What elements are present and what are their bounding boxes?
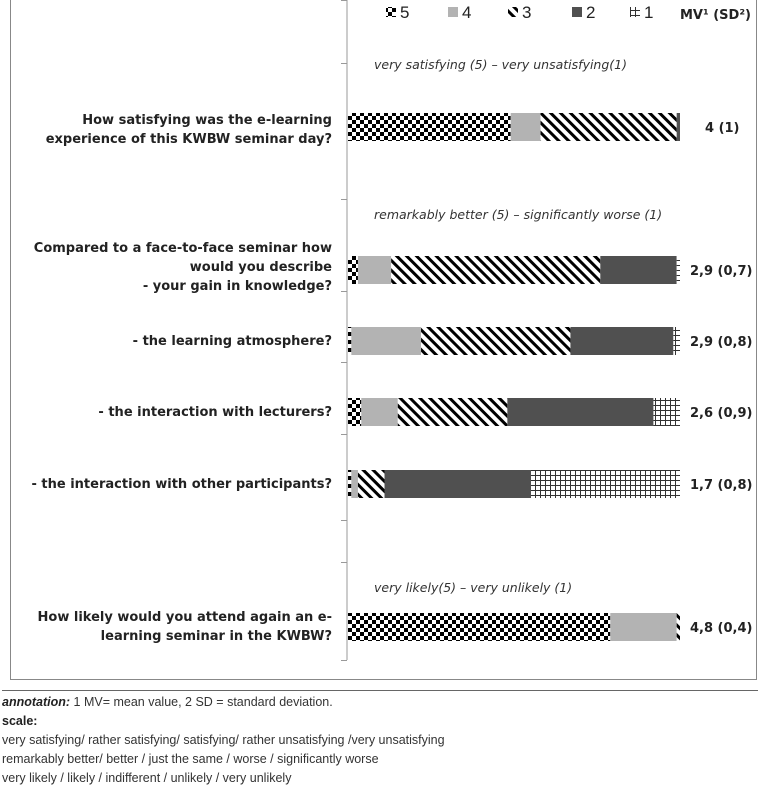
chart-frame bbox=[10, 0, 757, 680]
scale-label: very satisfying (5) – very unsatisfying(… bbox=[374, 57, 627, 72]
bar-segment-4 bbox=[361, 398, 398, 426]
mean-value-label: 4,8 (0,4) bbox=[690, 621, 752, 636]
mean-value-label: 4 (1) bbox=[705, 121, 740, 136]
annotation-label: annotation: bbox=[2, 695, 71, 709]
legend-swatch-3 bbox=[508, 7, 518, 17]
bar-row: - the learning atmosphere? 2,9 (0,8) bbox=[133, 327, 752, 355]
stacked-bar-chart: 5 4 3 2 1 MV¹ (SD²) very satisfying (5) – ver… bbox=[31, 0, 752, 661]
question-label: Compared to a face-to-face seminar how bbox=[34, 241, 332, 256]
scale-line: remarkably better/ better / just the sam… bbox=[2, 752, 379, 766]
bar-row: - the interaction with lecturers? 2,6 (0,… bbox=[98, 398, 752, 426]
legend-swatch-5 bbox=[386, 7, 396, 17]
scale-label: very likely(5) – very unlikely (1) bbox=[374, 580, 572, 595]
legend-swatch-4 bbox=[448, 7, 458, 17]
scale-label: scale: bbox=[2, 714, 38, 728]
bar-segment-1 bbox=[673, 327, 680, 355]
bar-segment-4 bbox=[357, 256, 392, 284]
scale-label: remarkably better (5) – significantly wo… bbox=[374, 207, 662, 222]
mean-value-label: 1,7 (0,8) bbox=[690, 478, 752, 493]
bar-segment-5 bbox=[348, 398, 362, 426]
bar-segment-5 bbox=[348, 327, 352, 355]
bar-row: How likely would you attend again an e-l… bbox=[38, 610, 753, 644]
bar-segment-5 bbox=[348, 113, 511, 141]
annotation-line: annotation: 1 MV= mean value, 2 SD = sta… bbox=[2, 693, 445, 712]
legend-label-3: 3 bbox=[522, 3, 531, 22]
bar-segment-2 bbox=[507, 398, 654, 426]
question-label: learning seminar in the KWBW? bbox=[101, 629, 332, 644]
mean-value-label: 2,9 (0,7) bbox=[690, 264, 752, 279]
bar-segment-2 bbox=[570, 327, 674, 355]
question-label: - the learning atmosphere? bbox=[133, 334, 332, 349]
legend-swatch-2 bbox=[572, 7, 582, 17]
legend-label-5: 5 bbox=[400, 3, 409, 22]
scale-line: very likely / likely / indifferent / unl… bbox=[2, 771, 292, 785]
question-label: - the interaction with other participant… bbox=[31, 477, 332, 492]
bar-segment-3 bbox=[397, 398, 508, 426]
legend-label-2: 2 bbox=[586, 3, 595, 22]
bar-segment-1 bbox=[530, 470, 680, 498]
legend-label-1: 1 bbox=[644, 3, 653, 22]
bar-segment-2 bbox=[384, 470, 531, 498]
question-label: experience of this KWBW seminar day? bbox=[46, 132, 332, 147]
mv-header: MV¹ (SD²) bbox=[680, 8, 751, 23]
question-label: How likely would you attend again an e- bbox=[38, 610, 332, 625]
bar-segment-4 bbox=[510, 113, 541, 141]
bar-segment-2 bbox=[600, 256, 677, 284]
bar-segment-3 bbox=[676, 613, 680, 641]
footer-divider bbox=[2, 690, 758, 691]
bar-segment-3 bbox=[357, 470, 385, 498]
legend-swatch-1 bbox=[630, 7, 640, 17]
mean-value-label: 2,9 (0,8) bbox=[690, 335, 752, 350]
bar-segment-4 bbox=[351, 327, 422, 355]
bar-row: - the interaction with other participant… bbox=[31, 470, 752, 498]
bar-segment-2 bbox=[676, 113, 680, 141]
bar-row: Compared to a face-to-face seminar how wo… bbox=[34, 241, 753, 294]
annotation-text: 1 MV= mean value, 2 SD = standard deviat… bbox=[70, 695, 333, 709]
mean-value-label: 2,6 (0,9) bbox=[690, 406, 752, 421]
question-label: How satisfying was the e-learning bbox=[82, 113, 332, 128]
question-label: - the interaction with lecturers? bbox=[98, 405, 332, 420]
bar-segment-3 bbox=[391, 256, 601, 284]
bar-segment-4 bbox=[610, 613, 677, 641]
legend-label-4: 4 bbox=[462, 3, 471, 22]
y-axis bbox=[341, 0, 348, 661]
question-label: would you describe bbox=[190, 260, 332, 275]
question-label: - your gain in knowledge? bbox=[143, 279, 332, 294]
bar-segment-1 bbox=[653, 398, 680, 426]
bar-segment-3 bbox=[540, 113, 677, 141]
legend: 5 4 3 2 1 MV¹ (SD²) bbox=[386, 3, 751, 23]
plot-area: very satisfying (5) – very unsatisfying(… bbox=[31, 57, 752, 644]
bar-segment-3 bbox=[421, 327, 571, 355]
scale-line: very satisfying/ rather satisfying/ sati… bbox=[2, 733, 445, 747]
bar-segment-5 bbox=[348, 613, 611, 641]
bar-row: How satisfying was the e-learning experie… bbox=[46, 113, 740, 147]
bar-segment-5 bbox=[348, 470, 352, 498]
footer-notes: annotation: 1 MV= mean value, 2 SD = sta… bbox=[2, 690, 758, 788]
bar-segment-5 bbox=[348, 256, 358, 284]
bar-segment-4 bbox=[351, 470, 358, 498]
bar-segment-1 bbox=[676, 256, 680, 284]
